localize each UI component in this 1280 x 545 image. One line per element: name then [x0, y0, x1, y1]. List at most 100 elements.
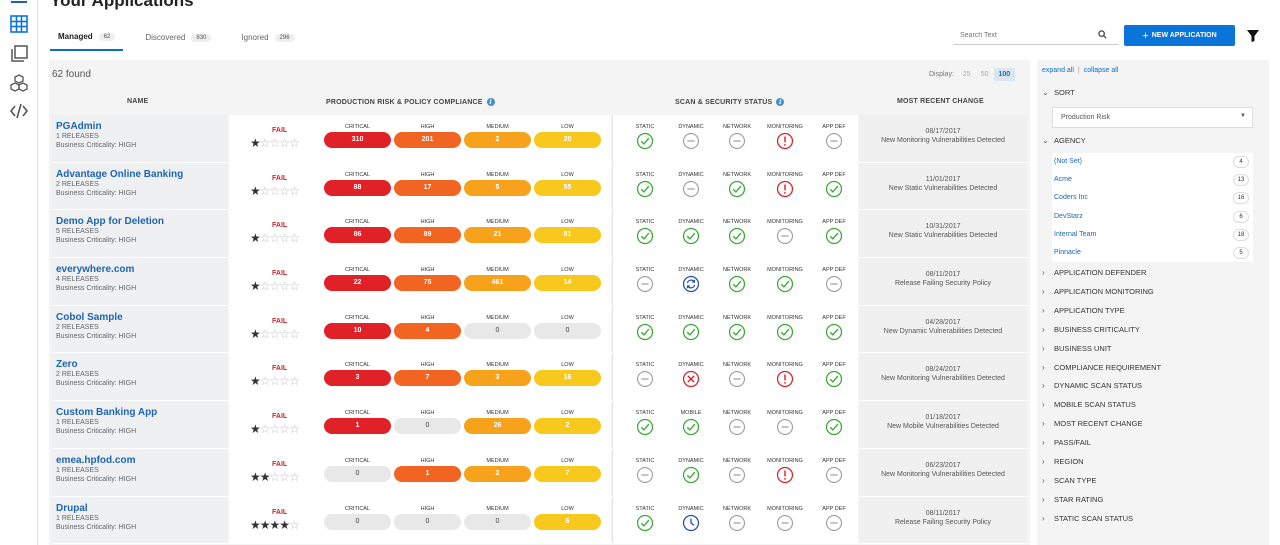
app-name-link[interactable]: Demo App for Deletion — [56, 216, 164, 228]
scan-status[interactable]: APP DEF — [809, 124, 859, 155]
scan-status[interactable]: DYNAMIC — [666, 219, 716, 250]
filter-section-sort[interactable]: ⌄ SORT — [1042, 88, 1075, 97]
scan-status[interactable]: STATIC — [620, 267, 670, 298]
scan-status[interactable]: NETWORK — [712, 124, 762, 155]
severity-count-pill[interactable]: 10 — [324, 322, 391, 339]
severity-count-pill[interactable]: 0 — [324, 513, 391, 530]
filter-section[interactable]: › DYNAMIC SCAN STATUS — [1042, 381, 1142, 390]
scan-status[interactable]: DYNAMIC — [666, 458, 716, 489]
search-input[interactable] — [953, 32, 1098, 39]
scan-status[interactable]: APP DEF — [809, 267, 859, 298]
info-icon[interactable]: i — [486, 98, 495, 106]
agency-filter-item[interactable]: (Not Set) 4 — [1052, 153, 1253, 171]
app-name-link[interactable]: Cobol Sample — [56, 311, 123, 323]
search-icon[interactable] — [1098, 30, 1107, 41]
collapse-all-link[interactable]: collapse all — [1083, 67, 1119, 74]
scan-status[interactable]: MONITORING — [760, 219, 810, 250]
scan-status[interactable]: APP DEF — [809, 458, 859, 489]
scan-status[interactable]: APP DEF — [809, 506, 859, 537]
scan-status[interactable]: NETWORK — [712, 172, 762, 203]
tab-ignored[interactable]: Ignored 296 — [233, 24, 302, 51]
scan-status[interactable]: MONITORING — [760, 362, 810, 393]
scan-status[interactable]: NETWORK — [712, 506, 762, 537]
severity-count-pill[interactable]: 22 — [324, 275, 391, 292]
scan-status[interactable]: STATIC — [620, 362, 670, 393]
table-row[interactable]: emea.hpfod.com 1 RELEASES Business Criti… — [52, 448, 1027, 497]
scan-status[interactable]: APP DEF — [809, 362, 859, 393]
filter-section[interactable]: › APPLICATION MONITORING — [1042, 287, 1154, 296]
severity-count-pill[interactable]: 86 — [324, 227, 391, 244]
severity-count-pill[interactable]: 310 — [324, 132, 391, 148]
app-name-link[interactable]: everywhere.com — [56, 264, 135, 276]
severity-count-pill[interactable]: 6 — [534, 513, 601, 530]
agency-filter-item[interactable]: Internal Team 18 — [1052, 226, 1253, 244]
scan-status[interactable]: DYNAMIC — [666, 362, 716, 393]
severity-count-pill[interactable]: 4 — [394, 322, 461, 339]
severity-count-pill[interactable]: 201 — [394, 132, 461, 148]
scan-status[interactable]: APP DEF — [809, 410, 859, 441]
severity-count-pill[interactable]: 0 — [534, 322, 601, 339]
severity-count-pill[interactable]: 0 — [324, 465, 391, 482]
app-name-link[interactable]: Zero — [56, 359, 78, 371]
info-icon[interactable]: i — [776, 98, 785, 106]
scan-status[interactable]: MONITORING — [760, 124, 810, 155]
severity-count-pill[interactable]: 461 — [464, 275, 531, 292]
filter-section[interactable]: › MOBILE SCAN STATUS — [1042, 400, 1136, 409]
cubes-icon[interactable] — [8, 72, 30, 94]
filter-section[interactable]: › COMPLIANCE REQUIREMENT — [1042, 363, 1161, 372]
scan-status[interactable]: STATIC — [620, 506, 670, 537]
table-row[interactable]: everywhere.com 4 RELEASES Business Criti… — [52, 258, 1027, 306]
severity-count-pill[interactable]: 0 — [394, 418, 461, 435]
scan-status[interactable]: MONITORING — [760, 410, 810, 441]
app-name-link[interactable]: Advantage Online Banking — [56, 168, 184, 180]
tab-discovered[interactable]: Discovered 830 — [137, 24, 219, 51]
severity-count-pill[interactable]: 26 — [464, 418, 531, 435]
scan-status[interactable]: DYNAMIC — [666, 315, 716, 346]
column-header-change[interactable]: MOST RECENT CHANGE — [897, 98, 984, 105]
severity-count-pill[interactable]: 89 — [394, 227, 461, 244]
severity-count-pill[interactable]: 1 — [324, 418, 391, 435]
app-name-link[interactable]: PGAdmin — [56, 121, 102, 132]
filter-section[interactable]: › SCAN TYPE — [1042, 476, 1096, 485]
scan-status[interactable]: MONITORING — [760, 267, 810, 298]
page-size-option[interactable]: 25 — [962, 71, 971, 78]
scan-status[interactable]: STATIC — [620, 172, 670, 203]
severity-count-pill[interactable]: 1 — [394, 465, 461, 482]
app-name-link[interactable]: emea.hpfod.com — [56, 454, 136, 466]
severity-count-pill[interactable]: 21 — [464, 227, 531, 244]
filter-section[interactable]: › APPLICATION DEFENDER — [1042, 268, 1146, 277]
severity-count-pill[interactable]: 0 — [464, 322, 531, 339]
agency-filter-item[interactable]: Coders Inc 16 — [1052, 189, 1253, 207]
filter-icon[interactable] — [1247, 29, 1259, 42]
app-name-link[interactable]: Drupal — [56, 502, 88, 514]
filter-section[interactable]: › BUSINESS UNIT — [1042, 344, 1112, 353]
severity-count-pill[interactable]: 5 — [464, 179, 531, 196]
scan-status[interactable]: DYNAMIC — [666, 506, 716, 537]
filter-section[interactable]: › BUSINESS CRITICALITY — [1042, 325, 1140, 334]
scan-status[interactable]: STATIC — [620, 124, 670, 155]
releases-icon[interactable] — [8, 43, 30, 65]
filter-section[interactable]: › PASS/FAIL — [1042, 438, 1091, 447]
scan-status[interactable]: STATIC — [620, 410, 670, 441]
table-row[interactable]: PGAdmin 1 RELEASES Business Criticality:… — [52, 115, 1027, 163]
filter-section[interactable]: › STATIC SCAN STATUS — [1042, 514, 1133, 523]
table-row[interactable]: Cobol Sample 2 RELEASES Business Critica… — [52, 305, 1027, 354]
menu-icon[interactable] — [8, 0, 30, 14]
scan-status[interactable]: APP DEF — [809, 219, 859, 250]
table-row[interactable]: Demo App for Deletion 5 RELEASES Busines… — [52, 210, 1027, 259]
severity-count-pill[interactable]: 7 — [394, 370, 461, 387]
scan-status[interactable]: APP DEF — [809, 172, 859, 203]
severity-count-pill[interactable]: 3 — [324, 370, 391, 387]
severity-count-pill[interactable]: 20 — [534, 132, 601, 148]
severity-count-pill[interactable]: 81 — [534, 227, 601, 244]
table-row[interactable]: Custom Banking App 1 RELEASES Business C… — [52, 401, 1027, 449]
severity-count-pill[interactable]: 14 — [534, 275, 601, 292]
scan-status[interactable]: DYNAMIC — [666, 124, 716, 155]
page-size-option-selected[interactable]: 100 — [993, 68, 1016, 81]
scan-status[interactable]: STATIC — [620, 458, 670, 489]
scan-status[interactable]: NETWORK — [712, 458, 762, 489]
severity-count-pill[interactable]: 2 — [464, 132, 531, 148]
page-size-option[interactable]: 50 — [980, 71, 989, 78]
scan-status[interactable]: DYNAMIC — [666, 267, 716, 298]
tab-managed[interactable]: Managed 62 — [50, 24, 124, 51]
